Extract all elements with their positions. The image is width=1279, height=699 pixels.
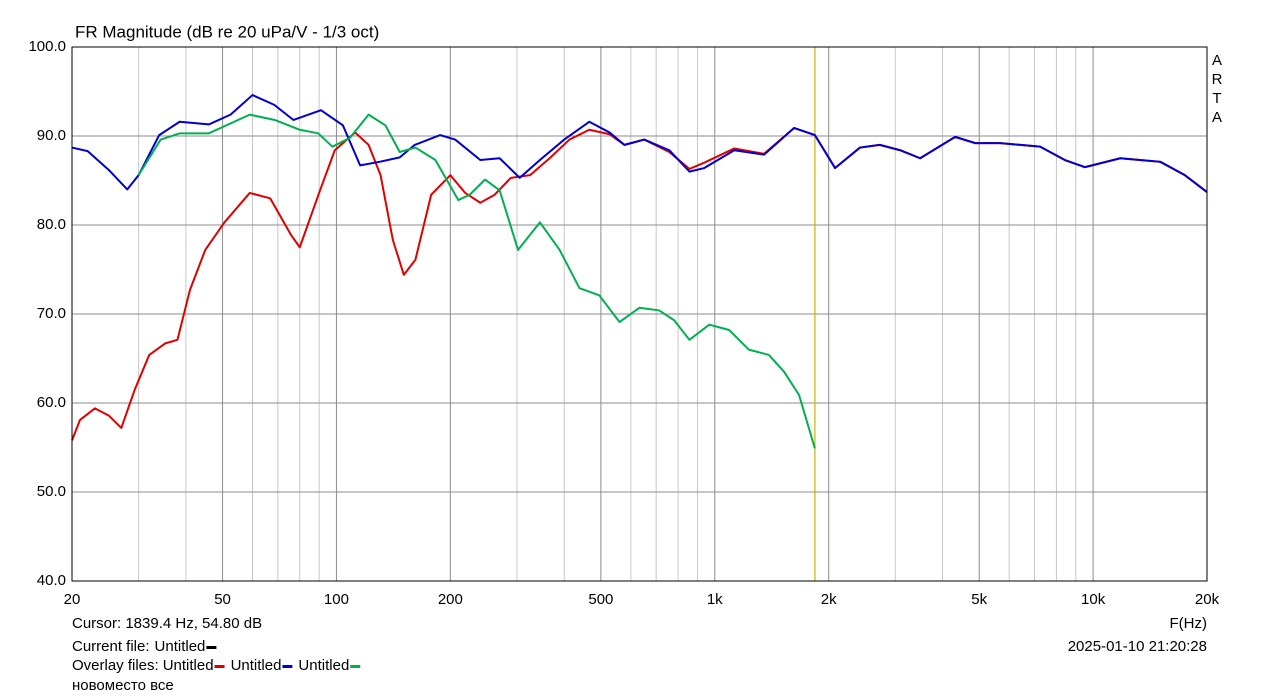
series-line: [137, 113, 816, 449]
x-tick-label: 500: [588, 591, 613, 608]
x-axis-label: F(Hz): [1170, 615, 1208, 632]
x-tick-label: 100: [324, 591, 349, 608]
y-tick-label: 60.0: [37, 394, 66, 411]
note: новоместо все: [72, 677, 174, 694]
x-tick-label: 20: [64, 591, 81, 608]
current-file-swatch: [206, 646, 217, 649]
legend-label: Untitled: [163, 657, 214, 674]
x-tick-label: 5k: [971, 591, 987, 608]
y-tick-label: 40.0: [37, 572, 66, 589]
y-tick-label: 80.0: [37, 216, 66, 233]
x-tick-label: 1k: [707, 591, 723, 608]
timestamp: 2025-01-10 21:20:28: [1068, 638, 1207, 655]
y-tick-label: 50.0: [37, 483, 66, 500]
legend-swatch: [282, 665, 293, 668]
legend-label: Untitled: [231, 657, 282, 674]
x-tick-label: 2k: [821, 591, 837, 608]
cursor-readout: Cursor: 1839.4 Hz, 54.80 dB: [72, 615, 262, 632]
x-tick-label: 10k: [1081, 591, 1106, 608]
watermark: ARTA: [1209, 52, 1226, 128]
current-file-label: Current file:: [72, 638, 150, 655]
y-tick-label: 70.0: [37, 305, 66, 322]
legend-swatch: [214, 665, 225, 668]
legend-swatch: [350, 665, 361, 668]
y-tick-label: 90.0: [37, 127, 66, 144]
overlay-label: Overlay files:: [72, 657, 159, 674]
plot: 20 50 100 200 500 1k 2k 5k 10k 20k 40.0 50.0 60.0 70.…: [28, 38, 1219, 608]
series-line: [71, 94, 1208, 193]
x-tick-label: 50: [214, 591, 231, 608]
current-file-name: Untitled: [155, 638, 206, 655]
chart-title: FR Magnitude (dB re 20 uPa/V - 1/3 oct): [75, 22, 379, 41]
x-tick-label: 20k: [1195, 591, 1220, 608]
x-tick-label: 200: [438, 591, 463, 608]
legend-label: Untitled: [298, 657, 349, 674]
plot-border: [71, 46, 1208, 582]
y-tick-label: 100.0: [28, 38, 66, 55]
